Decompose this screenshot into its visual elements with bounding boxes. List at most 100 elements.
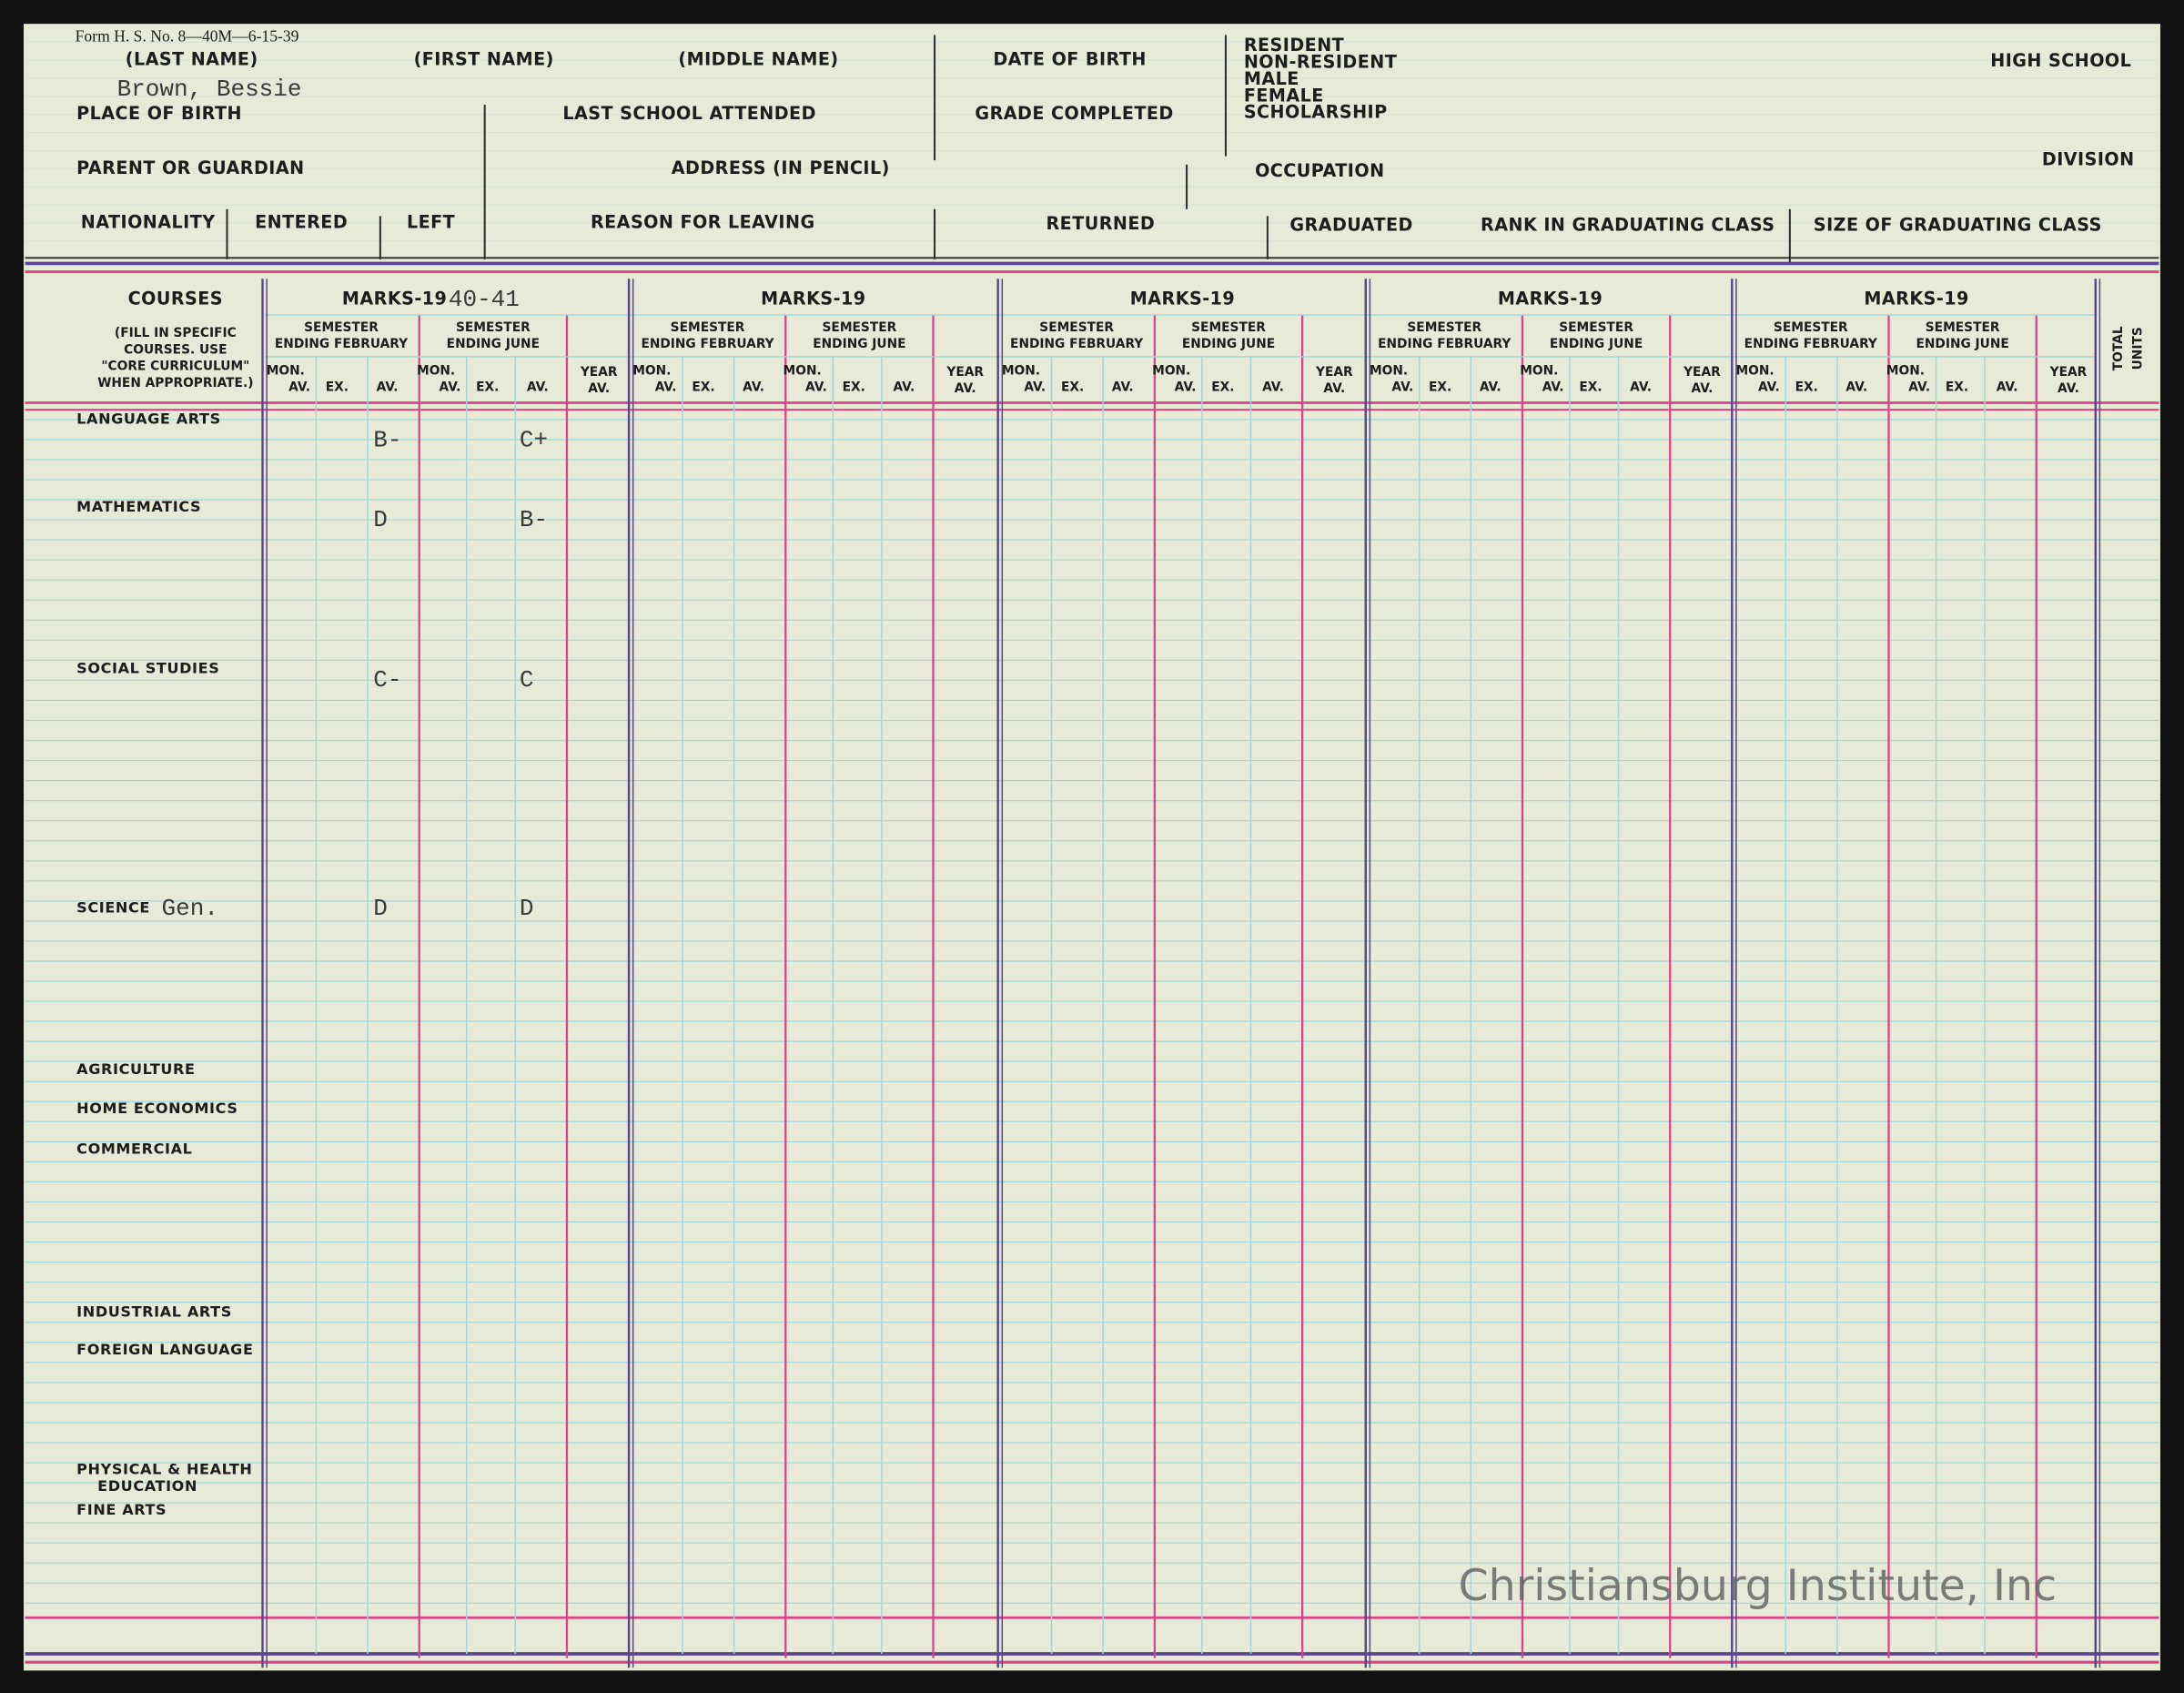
semester-label: ENDING FEBRUARY	[1378, 337, 1512, 351]
status-option: MALE	[1244, 68, 1299, 89]
school-year: 40-41	[449, 286, 520, 313]
column-label: AV.	[1845, 380, 1867, 395]
course-name: LANGUAGE ARTS	[76, 410, 221, 427]
field-label: PLACE OF BIRTH	[76, 103, 242, 124]
semester-label: SEMESTER	[1407, 320, 1481, 335]
marks-year: MARKS-19	[761, 289, 865, 309]
status-option: FEMALE	[1244, 85, 1324, 106]
field-label: ADDRESS (IN PENCIL)	[672, 157, 890, 178]
column-label: MON.	[1735, 363, 1774, 378]
column-label: AV.	[1908, 380, 1930, 395]
column-label: AV.	[1262, 380, 1284, 395]
course-name: SCIENCE	[76, 899, 150, 917]
field-label: (MIDDLE NAME)	[678, 48, 838, 69]
field-label: (LAST NAME)	[126, 48, 258, 69]
column-label: AV.	[1391, 380, 1413, 395]
column-label: AV.	[1758, 380, 1780, 395]
status-option: SCHOLARSHIP	[1244, 102, 1388, 123]
column-label: EX.	[692, 380, 714, 395]
grade: B-	[373, 427, 401, 454]
grade: D	[520, 895, 534, 922]
column-label: AV.	[527, 380, 549, 395]
field-label: ENTERED	[255, 212, 348, 233]
column-label: MON.	[1152, 363, 1190, 378]
grade: C	[520, 666, 534, 694]
semester-label: ENDING JUNE	[1916, 337, 2008, 351]
course-name: HOME ECONOMICS	[76, 1100, 238, 1117]
semester-label: SEMESTER	[304, 320, 379, 335]
column-label: EX.	[476, 380, 499, 395]
column-label: YEAR	[945, 365, 984, 380]
status-option: NON-RESIDENT	[1244, 52, 1397, 73]
column-label: YEAR	[1315, 365, 1353, 380]
column-label: AV.	[288, 380, 310, 395]
column-label: MON.	[417, 363, 455, 378]
field-label: RETURNED	[1046, 213, 1155, 234]
marks-year: MARKS-19	[1498, 289, 1603, 309]
marks-year: MARKS-19	[1130, 289, 1235, 309]
courses-note: "CORE CURRICULUM"	[101, 360, 249, 374]
status-option: RESIDENT	[1244, 35, 1344, 56]
column-label: AV.	[439, 380, 460, 395]
course-name: FINE ARTS	[76, 1501, 167, 1518]
field-label: DIVISION	[2042, 149, 2135, 170]
field-label: SIZE OF GRADUATING CLASS	[1814, 215, 2102, 236]
semester-label: ENDING FEBRUARY	[1010, 337, 1144, 351]
grade: B-	[520, 506, 548, 533]
column-label: EX.	[326, 380, 349, 395]
total-units-label: TOTAL	[2111, 326, 2126, 370]
column-label: EX.	[1211, 380, 1234, 395]
column-label: EX.	[1795, 380, 1818, 395]
field-label: LAST SCHOOL ATTENDED	[562, 103, 816, 124]
course-name: EDUCATION	[97, 1477, 197, 1495]
semester-label: ENDING JUNE	[1550, 337, 1643, 351]
field-label: NATIONALITY	[81, 212, 216, 233]
grade: C-	[373, 666, 401, 694]
field-label: RANK IN GRADUATING CLASS	[1481, 215, 1774, 236]
semester-label: SEMESTER	[456, 320, 531, 335]
column-label: AV.	[805, 380, 827, 395]
column-label: AV.	[1997, 380, 2018, 395]
column-label: EX.	[1946, 380, 1968, 395]
course-name: PHYSICAL & HEALTH	[76, 1460, 252, 1477]
total-units: TOTAL UNITS	[2111, 326, 2145, 370]
course-name: COMMERCIAL	[76, 1140, 192, 1157]
marks-year: MARKS-19	[342, 289, 447, 309]
field-label: LEFT	[407, 212, 455, 233]
field-label: PARENT OR GUARDIAN	[76, 157, 304, 178]
courses-note: COURSES. USE	[124, 342, 227, 357]
column-label: MON.	[784, 363, 822, 378]
course-name: INDUSTRIAL ARTS	[76, 1303, 232, 1320]
column-label: YEAR	[580, 365, 618, 380]
column-label: MON.	[267, 363, 305, 378]
column-label: AV.	[1175, 380, 1197, 395]
form-number: Form H. S. No. 8—40M—6-15-39	[76, 27, 299, 46]
field-label: OCCUPATION	[1255, 160, 1384, 181]
column-label: MON.	[1520, 363, 1558, 378]
field-label: DATE OF BIRTH	[993, 48, 1147, 69]
column-label: EX.	[1061, 380, 1084, 395]
column-label: AV.	[1542, 380, 1564, 395]
column-label: AV.	[955, 381, 976, 396]
semester-label: ENDING FEBRUARY	[641, 337, 774, 351]
courses-title: COURSES	[128, 289, 223, 309]
column-label: AV.	[2058, 381, 2079, 396]
course-detail: Gen.	[162, 895, 218, 922]
field-label: HIGH SCHOOL	[1990, 50, 2131, 71]
column-label: AV.	[377, 380, 399, 395]
column-label: MON.	[632, 363, 671, 378]
column-label: AV.	[1480, 380, 1502, 395]
paper	[24, 24, 2160, 1671]
column-label: EX.	[1429, 380, 1451, 395]
semester-label: SEMESTER	[1559, 320, 1633, 335]
courses-note: WHEN APPROPRIATE.)	[97, 376, 253, 390]
semester-label: ENDING FEBRUARY	[1744, 337, 1878, 351]
semester-label: ENDING FEBRUARY	[275, 337, 409, 351]
column-label: AV.	[1630, 380, 1652, 395]
field-label: (FIRST NAME)	[414, 48, 554, 69]
semester-label: SEMESTER	[1774, 320, 1848, 335]
column-label: YEAR	[2049, 365, 2088, 380]
column-label: AV.	[1323, 381, 1345, 396]
course-name: SOCIAL STUDIES	[76, 659, 219, 676]
